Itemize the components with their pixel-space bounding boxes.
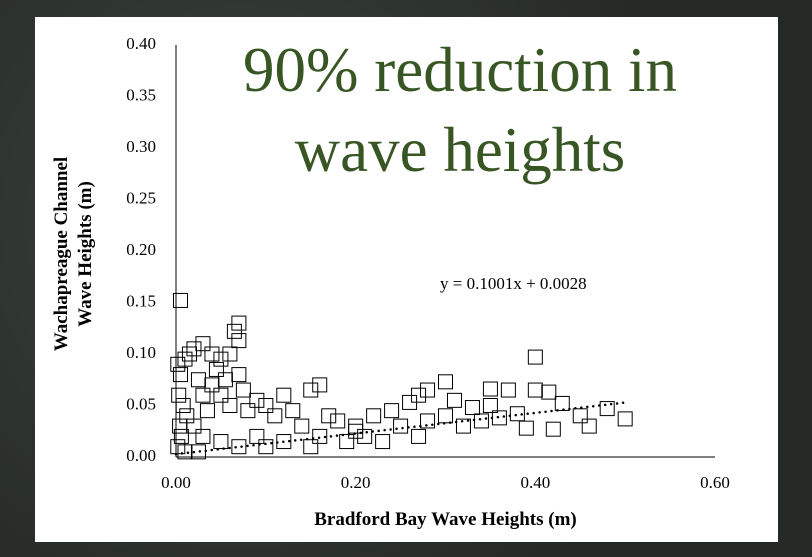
point [186, 418, 202, 434]
point [339, 434, 355, 450]
y-tick-label: 0.25 [126, 188, 156, 207]
x-tick-label: 0.00 [161, 473, 191, 492]
point [181, 346, 197, 362]
point [231, 315, 247, 331]
point [581, 418, 597, 434]
point [294, 418, 310, 434]
point [384, 403, 400, 419]
y-tick-label: 0.15 [126, 291, 156, 310]
point [190, 372, 206, 388]
point [213, 387, 229, 403]
y-tick-label: 0.05 [126, 394, 156, 413]
point [420, 413, 436, 429]
trendline [174, 401, 627, 456]
point [393, 418, 409, 434]
point [231, 333, 247, 349]
point [204, 377, 220, 393]
point [455, 418, 471, 434]
point [554, 395, 570, 411]
point [527, 382, 543, 398]
point [303, 382, 319, 398]
point [572, 408, 588, 424]
point [446, 392, 462, 408]
point [249, 428, 265, 444]
point [545, 421, 561, 437]
point [249, 392, 265, 408]
point [195, 336, 211, 352]
point [267, 408, 283, 424]
trendline-equation: y = 0.1001x + 0.0028 [440, 274, 587, 293]
point [438, 408, 453, 424]
point [240, 403, 256, 419]
point [330, 413, 346, 429]
y-axis-label: Wachapreague Channel Wave Heights (m) [51, 156, 96, 352]
x-tick-label: 0.20 [341, 473, 371, 492]
point [321, 408, 337, 424]
point [208, 361, 224, 377]
y-tick-label: 0.40 [126, 34, 156, 53]
point [285, 403, 301, 419]
point [541, 384, 557, 400]
point [509, 406, 525, 422]
y-tick-label: 0.35 [126, 85, 156, 104]
point [186, 341, 202, 357]
point [276, 387, 292, 403]
point [195, 428, 211, 444]
y-tick-label: 0.20 [126, 240, 156, 259]
point [402, 394, 418, 410]
point [482, 398, 498, 413]
point [172, 367, 188, 383]
point [177, 351, 193, 367]
point [199, 403, 215, 419]
point [226, 323, 242, 339]
point [217, 372, 233, 388]
point [357, 428, 373, 444]
point [235, 382, 251, 398]
point [258, 439, 274, 455]
point [420, 382, 436, 398]
x-tick-label: 0.40 [520, 473, 550, 492]
point [482, 381, 498, 397]
point [518, 420, 534, 436]
point [222, 346, 238, 362]
point [231, 367, 247, 383]
chart-panel [35, 17, 778, 542]
point [312, 377, 328, 393]
y-tick-label: 0.30 [126, 137, 156, 156]
point [195, 387, 211, 403]
point [231, 439, 247, 455]
point [527, 349, 543, 365]
y-tick-label: 0.10 [126, 343, 156, 362]
point [213, 351, 229, 367]
point [173, 428, 189, 444]
point [303, 439, 319, 455]
point [411, 428, 427, 444]
point [599, 401, 615, 417]
point [438, 374, 453, 390]
point [348, 423, 364, 439]
point [172, 292, 188, 308]
x-tick-label: 0.60 [700, 473, 730, 492]
point [213, 434, 229, 450]
point [222, 398, 238, 413]
point [177, 444, 193, 460]
point [258, 398, 274, 413]
point [312, 428, 328, 444]
point [171, 387, 187, 403]
point [464, 400, 480, 416]
x-axis-label: Bradford Bay Wave Heights (m) [314, 509, 577, 530]
point [617, 411, 633, 427]
annotation: 90% reduction in wave heights [243, 35, 677, 185]
point [500, 382, 516, 398]
y-tick-label: 0.00 [126, 446, 156, 465]
point [375, 434, 391, 450]
point [204, 346, 220, 362]
point [366, 408, 382, 424]
